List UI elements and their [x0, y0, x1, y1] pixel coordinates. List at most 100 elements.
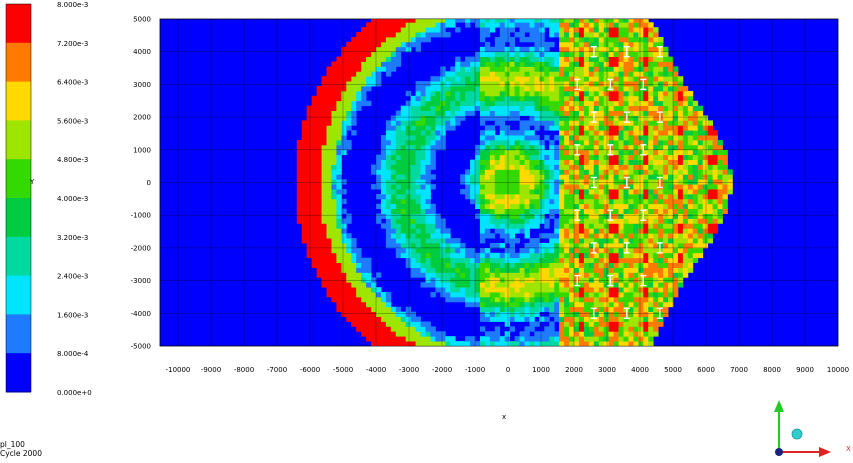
field-cell [321, 110, 327, 116]
field-cell [663, 95, 669, 102]
field-cell [539, 144, 545, 151]
field-cell [316, 130, 322, 136]
field-cell [628, 174, 634, 180]
field-cell [539, 336, 545, 342]
field-cell [356, 287, 362, 293]
colorbar [5, 3, 32, 393]
field-cell [593, 120, 600, 126]
field-cell [366, 296, 372, 303]
field-cell [475, 144, 481, 151]
field-cell [415, 19, 421, 23]
field-cell [514, 252, 520, 259]
field-cell [677, 90, 684, 97]
field-cell [673, 76, 679, 82]
field-cell [643, 86, 649, 92]
field-cell [306, 238, 313, 244]
field-cell [460, 71, 466, 77]
field-cell [623, 341, 629, 346]
field-cell [603, 341, 610, 346]
field-cell [598, 36, 605, 43]
field-cell [598, 311, 605, 317]
field-cell [425, 267, 431, 273]
field-cell [618, 336, 624, 342]
field-cell [583, 238, 590, 244]
field-cell [593, 169, 600, 175]
field-cell [598, 321, 605, 327]
field-cell [450, 22, 456, 28]
field-cell [544, 233, 550, 239]
field-cell [717, 208, 723, 214]
field-cell [311, 198, 317, 205]
field-cell [593, 41, 600, 48]
field-cell [509, 19, 515, 23]
field-cell [559, 115, 565, 121]
field-cell [588, 184, 595, 190]
field-cell [494, 41, 501, 48]
field-cell [316, 100, 322, 107]
field-cell [341, 208, 347, 214]
field-cell [440, 243, 446, 249]
field-cell [569, 125, 575, 131]
field-cell [311, 120, 317, 126]
field-cell [574, 238, 580, 244]
field-cell [687, 135, 694, 141]
field-cell [682, 135, 689, 141]
field-cell [356, 32, 362, 38]
field-cell [460, 243, 466, 249]
field-cell [529, 71, 535, 77]
field-cell [499, 61, 506, 67]
field-cell [608, 81, 614, 87]
field-cell [395, 164, 402, 170]
field-cell [653, 238, 659, 244]
field-cell [692, 100, 699, 107]
field-cell [628, 27, 634, 33]
field-cell [697, 135, 704, 141]
field-cell [519, 252, 525, 259]
field-cell [356, 90, 362, 97]
colorbar-level-label: 4.800e-3 [57, 156, 88, 164]
field-cell [638, 193, 644, 200]
field-cell [509, 144, 515, 151]
triad-x-label: X [846, 445, 851, 453]
field-cell [380, 301, 387, 308]
field-cell [578, 184, 585, 190]
field-cell [673, 238, 679, 244]
field-cell [400, 36, 407, 43]
field-cell [356, 46, 362, 53]
colorbar-level-label: 7.200e-3 [57, 40, 88, 48]
field-cell [613, 169, 619, 175]
y-tick-label: 1000 [133, 146, 151, 154]
field-cell [653, 321, 659, 327]
field-cell [618, 154, 624, 161]
field-cell [494, 208, 501, 214]
field-cell [455, 71, 461, 77]
field-cell [677, 218, 684, 224]
field-cell [450, 238, 456, 244]
field-cell [648, 301, 654, 308]
field-cell [415, 90, 421, 97]
field-cell [420, 125, 426, 131]
field-cell [559, 120, 565, 126]
field-cell [603, 139, 610, 146]
field-cell [692, 238, 699, 244]
field-cell [376, 292, 382, 298]
field-cell [682, 144, 689, 151]
field-cell [673, 252, 679, 259]
field-cell [564, 321, 570, 327]
field-cell [470, 262, 476, 268]
field-cell [564, 135, 570, 141]
field-cell [455, 272, 461, 278]
field-cell [346, 81, 352, 87]
field-cell [504, 267, 511, 273]
field-cell [549, 164, 555, 170]
field-cell [564, 61, 570, 67]
field-cell [593, 46, 600, 53]
field-cell [341, 189, 347, 195]
field-cell [613, 267, 619, 273]
field-cell [574, 139, 580, 146]
field-cell [465, 56, 471, 62]
field-cell [385, 27, 392, 33]
field-cell [341, 105, 347, 111]
field-cell [623, 296, 629, 303]
field-cell [668, 233, 674, 239]
